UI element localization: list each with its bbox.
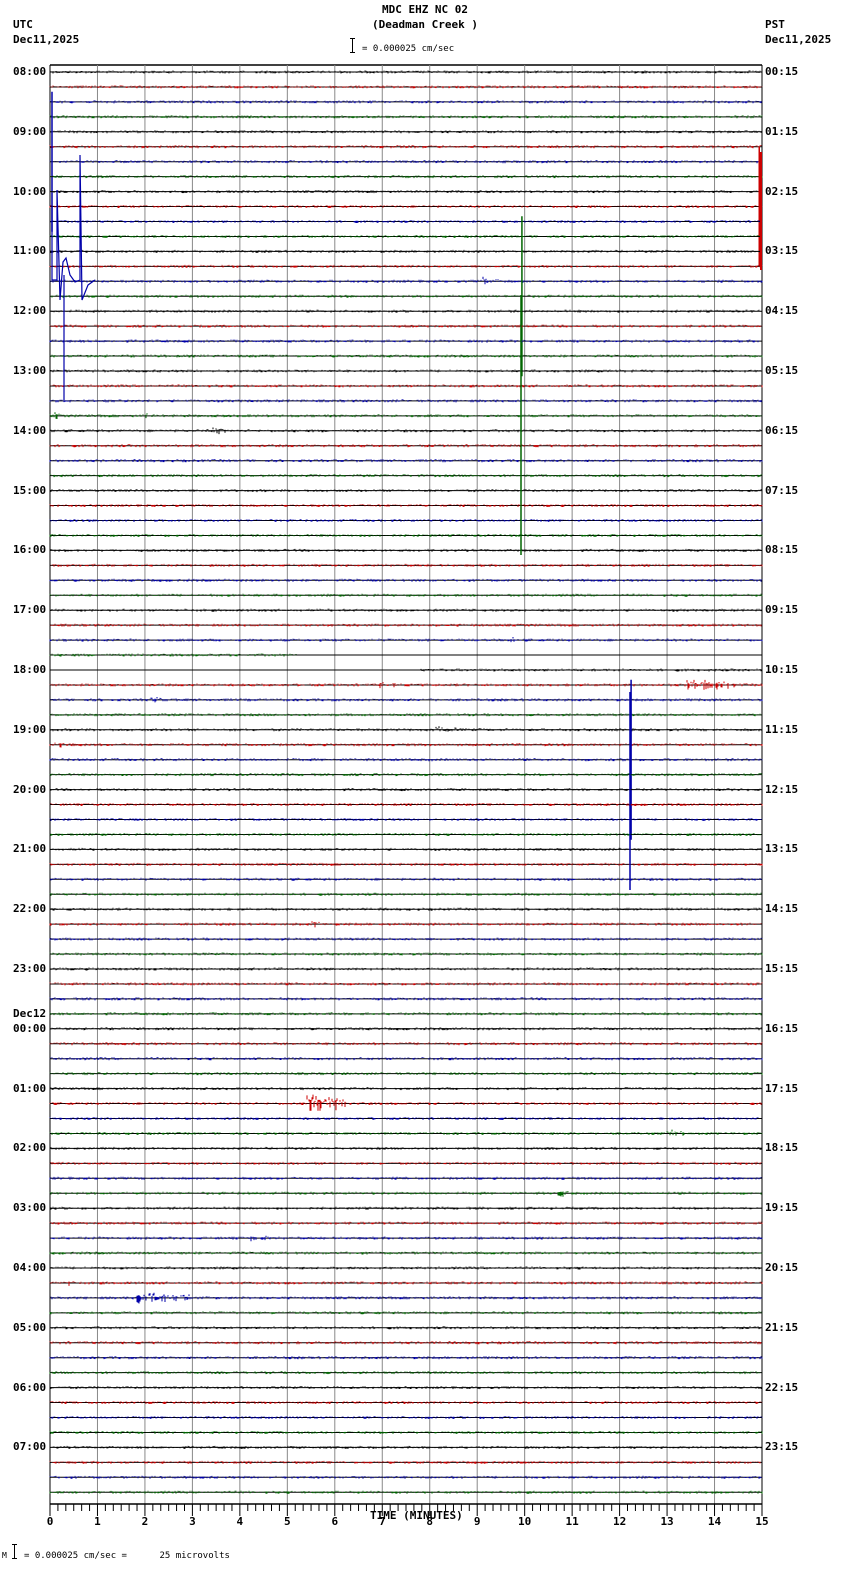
utc-hour-label: 09:00 [13, 124, 47, 138]
utc-hour-label: 03:00 [13, 1201, 47, 1215]
x-tick-label: 5 [284, 1515, 291, 1528]
utc-hour-label: 12:00 [13, 304, 47, 318]
station-name: (Deadman Creek ) [372, 18, 478, 31]
pst-hour-label: 23:15 [765, 1440, 799, 1454]
x-tick-label: 15 [755, 1515, 769, 1528]
utc-hour-label: 18:00 [13, 663, 47, 676]
footer-scale-label: = 0.000025 cm/sec = 25 microvolts [24, 1551, 230, 1561]
x-tick-label: 6 [331, 1515, 339, 1528]
utc-hour-label: 06:00 [13, 1380, 47, 1394]
pst-hour-label: 07:15 [765, 483, 799, 497]
utc-hour-label: 22:00 [13, 902, 47, 916]
left-timezone: UTC [13, 18, 33, 31]
pst-hour-label: 10:15 [765, 663, 799, 676]
pst-hour-label: 11:15 [765, 722, 799, 736]
right-date: Dec11,2025 [765, 33, 832, 46]
utc-hour-label: 19:00 [13, 722, 47, 736]
pst-hour-label: 15:15 [765, 962, 799, 975]
station-line: MDC EHZ NC 02 [381, 3, 469, 16]
utc-hour-label: 04:00 [13, 1261, 47, 1274]
x-tick-label: 7 [378, 1515, 386, 1528]
utc-hour-label: 01:00 [13, 1081, 47, 1095]
x-tick-label: 8 [426, 1515, 434, 1528]
utc-hour-label: 05:00 [13, 1320, 47, 1334]
pst-hour-label: 01:15 [765, 124, 799, 138]
pst-hour-label: 03:15 [765, 244, 799, 258]
left-date: Dec11,2025 [13, 33, 80, 46]
pst-hour-label: 17:15 [765, 1081, 799, 1095]
date-change-label: Dec12 [13, 1006, 47, 1020]
x-tick-label: 10 [518, 1515, 532, 1528]
pst-hour-label: 08:15 [765, 543, 799, 557]
utc-hour-label: 17:00 [13, 603, 47, 617]
pst-hour-label: 21:15 [765, 1320, 799, 1334]
utc-hour-label: 21:00 [13, 842, 47, 856]
pst-hour-label: 22:15 [765, 1380, 799, 1394]
pst-hour-label: 20:15 [765, 1261, 799, 1274]
x-tick-label: 12 [612, 1515, 627, 1528]
utc-hour-label: 16:00 [13, 543, 47, 557]
x-tick-label: 1 [94, 1515, 101, 1528]
utc-hour-label: 08:00 [13, 65, 47, 78]
x-tick-label: 4 [236, 1515, 244, 1528]
utc-hour-label: 11:00 [13, 244, 47, 258]
pst-hour-label: 18:15 [765, 1141, 799, 1155]
x-tick-label: 9 [473, 1515, 481, 1528]
pst-hour-label: 02:15 [765, 184, 799, 198]
footer-scale-bar-icon [12, 1544, 17, 1559]
x-tick-label: 14 [707, 1515, 722, 1528]
utc-hour-label: 00:00 [13, 1021, 47, 1035]
x-axis-title: TIME (MINUTES) [370, 1509, 463, 1522]
pst-hour-label: 09:15 [765, 603, 799, 617]
x-tick-label: 3 [189, 1515, 196, 1528]
pst-hour-label: 13:15 [765, 842, 799, 856]
footer-prefix: M [2, 1551, 7, 1560]
x-tick-label: 13 [660, 1515, 674, 1528]
x-tick-label: 2 [141, 1515, 149, 1528]
utc-hour-label: 14:00 [13, 423, 47, 437]
pst-hour-label: 04:15 [765, 304, 799, 318]
utc-hour-label: 23:00 [13, 962, 47, 975]
pst-hour-label: 16:15 [765, 1021, 799, 1035]
scale-bar-icon [350, 38, 355, 53]
x-tick-label: 11 [565, 1515, 579, 1528]
utc-hour-label: 02:00 [13, 1141, 47, 1155]
pst-hour-label: 05:15 [765, 364, 799, 377]
pst-hour-label: 12:15 [765, 782, 799, 796]
scale-label: = 0.000025 cm/sec [362, 44, 455, 54]
pst-hour-label: 19:15 [765, 1201, 799, 1215]
right-timezone: PST [765, 18, 785, 31]
pst-hour-label: 14:15 [765, 902, 799, 916]
utc-hour-label: 13:00 [13, 364, 47, 377]
pst-hour-label: 06:15 [765, 423, 799, 437]
utc-hour-label: 15:00 [13, 483, 47, 497]
utc-hour-label: 07:00 [13, 1440, 47, 1454]
utc-hour-label: 20:00 [13, 782, 47, 796]
x-tick-label: 0 [46, 1515, 54, 1528]
pst-hour-label: 00:15 [765, 65, 799, 78]
utc-hour-label: 10:00 [13, 184, 47, 198]
